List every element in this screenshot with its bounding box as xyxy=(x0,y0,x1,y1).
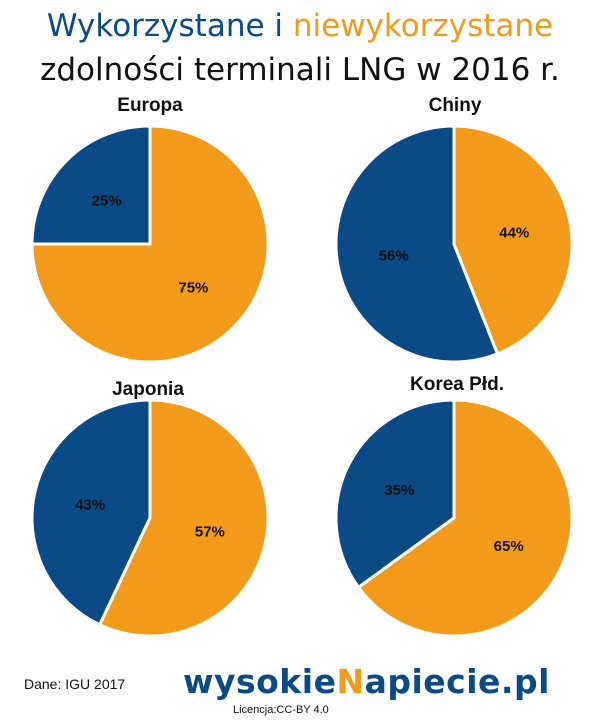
logo-text-2: N xyxy=(336,662,365,701)
chart-title-korea: Korea Płd. xyxy=(410,374,504,395)
pie-label-korea-0: 35% xyxy=(384,482,414,499)
pie-label-europa-0: 25% xyxy=(92,193,122,210)
title-used: Wykorzystane i xyxy=(46,8,293,44)
chart-title-chiny: Chiny xyxy=(428,95,482,116)
chart-title-japonia: Japonia xyxy=(112,379,184,400)
data-source: Dane: IGU 2017 xyxy=(24,676,126,692)
pie-label-korea-1: 65% xyxy=(494,538,524,555)
pie-slice-japonia-0 xyxy=(30,398,152,627)
pie-label-chiny-1: 44% xyxy=(499,225,529,242)
page-title: Wykorzystane i niewykorzystane zdolności… xyxy=(0,4,600,92)
title-line2: zdolności terminali LNG w 2016 r. xyxy=(40,52,560,88)
license-text: Licencja:CC-BY 4.0 xyxy=(233,704,329,716)
pie-slice-chiny-0 xyxy=(334,124,499,364)
pie-slice-europa-0 xyxy=(30,124,152,246)
pie-label-europa-1: 75% xyxy=(178,279,208,296)
title-unused: niewykorzystane xyxy=(292,8,554,44)
pie-label-chiny-0: 56% xyxy=(379,247,409,264)
pie-slice-korea-0 xyxy=(334,398,456,589)
logo: wysokieNapiecie.pl xyxy=(183,662,550,701)
chart-title-europa: Europa xyxy=(117,95,183,116)
pie-slice-japonia-1 xyxy=(98,398,270,638)
pie-slice-europa-1 xyxy=(30,124,270,364)
pie-slice-chiny-1 xyxy=(452,124,574,356)
pie-slice-korea-1 xyxy=(357,398,574,638)
pie-label-japonia-1: 57% xyxy=(195,523,225,540)
logo-text-3: apiecie.pl xyxy=(364,662,550,701)
logo-text-1: wysokie xyxy=(183,662,337,701)
pie-label-japonia-0: 43% xyxy=(75,497,105,514)
